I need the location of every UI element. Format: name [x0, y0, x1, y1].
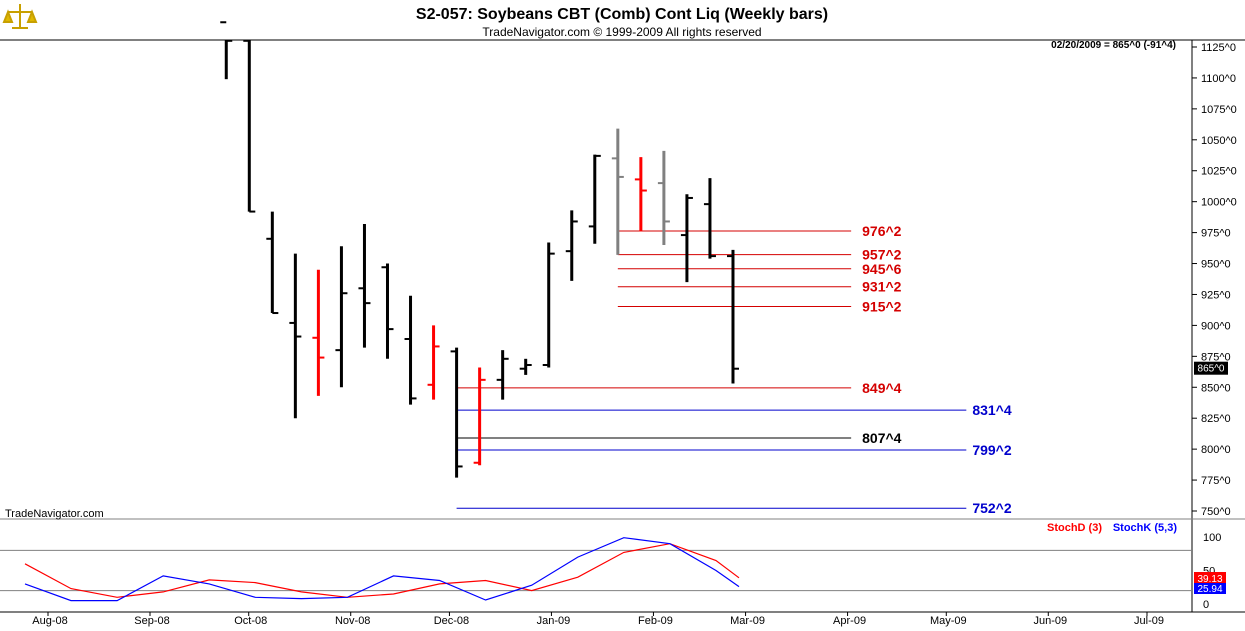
level-label: 931^2	[862, 279, 902, 295]
ohlc-bar	[588, 154, 601, 244]
ohlc-bar	[657, 150, 670, 245]
level-label: 957^2	[862, 247, 902, 263]
last-price-label: 865^0	[1198, 364, 1225, 375]
ohlc-bar	[335, 246, 348, 388]
stoch-k-legend: StochK (5,3)	[1113, 522, 1178, 534]
price-tick-label: 750^0	[1201, 506, 1231, 518]
stochastic-lines	[24, 537, 740, 602]
price-tick-label: 1125^0	[1201, 42, 1236, 54]
stoch-k-line	[24, 537, 740, 602]
stoch-d-legend: StochD (3)	[1047, 522, 1102, 534]
chart-subtitle: TradeNavigator.com © 1999-2009 All right…	[482, 25, 761, 39]
ohlc-bar	[519, 358, 532, 375]
chart-title: S2-057: Soybeans CBT (Comb) Cont Liq (We…	[416, 6, 828, 23]
price-tick-label: 800^0	[1201, 444, 1231, 456]
ohlc-bar	[703, 178, 716, 259]
level-label: 752^2	[972, 500, 1012, 516]
time-tick-label: Sep-08	[134, 615, 169, 627]
price-tick-label: 1000^0	[1201, 197, 1237, 209]
time-tick-label: Jan-09	[537, 615, 571, 627]
time-tick-label: Mar-09	[730, 615, 765, 627]
price-axis: 1125^0 1100^0 1075^0 1050^0 1025^0 1000^0 975^…	[1192, 42, 1237, 518]
price-tick-label: 1025^0	[1201, 166, 1237, 178]
ohlc-bar	[542, 242, 555, 368]
time-axis: Aug-08 Sep-08 Oct-08 Nov-08 Dec-08 Jan-09 Feb-…	[32, 612, 1164, 627]
ohlc-bar	[496, 350, 509, 400]
level-label: 945^6	[862, 261, 902, 277]
ohlc-bar	[404, 295, 417, 405]
price-tick-label: 1050^0	[1201, 135, 1237, 147]
price-tick-label: 950^0	[1201, 259, 1231, 271]
ohlc-bar	[266, 211, 279, 315]
level-label: 807^4	[862, 430, 902, 446]
logo-icon	[2, 3, 38, 33]
time-tick-label: Feb-09	[638, 615, 673, 627]
price-tick-label: 825^0	[1201, 413, 1231, 425]
ohlc-bar	[289, 253, 302, 419]
level-label: 831^4	[972, 402, 1012, 418]
time-tick-label: Jul-09	[1134, 615, 1164, 627]
time-tick-label: Jun-09	[1033, 615, 1067, 627]
price-tick-label: 1075^0	[1201, 104, 1237, 116]
time-tick-label: Apr-09	[833, 615, 866, 627]
level-label: 915^2	[862, 299, 902, 315]
ohlc-bar	[450, 347, 463, 478]
ohlc-bar	[634, 157, 647, 232]
level-label: 799^2	[972, 442, 1012, 458]
time-tick-label: Aug-08	[32, 615, 67, 627]
level-label: 976^2	[862, 223, 902, 239]
ohlc-bar	[565, 210, 578, 281]
ohlc-bar	[381, 263, 394, 359]
time-tick-label: Oct-08	[234, 615, 267, 627]
time-tick-label: Dec-08	[434, 615, 469, 627]
price-tick-label: 875^0	[1201, 351, 1231, 363]
ohlc-bar	[680, 194, 693, 283]
ohlc-bars	[220, 21, 739, 478]
ohlc-bar	[726, 249, 739, 384]
watermark-text: TradeNavigator.com	[5, 508, 104, 520]
price-tick-label: 975^0	[1201, 228, 1231, 240]
ohlc-bar	[427, 325, 440, 400]
time-tick-label: Nov-08	[335, 615, 370, 627]
price-tick-label: 1100^0	[1201, 73, 1236, 85]
stoch-last-values: 39.13 25.94	[1194, 572, 1226, 595]
stoch-d-line	[24, 543, 740, 598]
last-price-marker: 865^0	[1194, 361, 1228, 375]
price-tick-label: 850^0	[1201, 382, 1231, 394]
price-readout: 02/20/2009 = 865^0 (-91^4)	[1051, 40, 1176, 51]
ohlc-bar	[312, 269, 325, 396]
stoch-tick-label: 100	[1203, 532, 1221, 544]
ohlc-bar	[473, 367, 486, 466]
ohlc-bar	[358, 223, 371, 348]
time-tick-label: May-09	[930, 615, 967, 627]
price-tick-label: 900^0	[1201, 320, 1231, 332]
ohlc-bar	[611, 128, 624, 255]
stoch-k-last: 25.94	[1197, 584, 1222, 595]
price-tick-label: 925^0	[1201, 289, 1231, 301]
stoch-tick-label: 0	[1203, 599, 1209, 611]
ohlc-bar	[220, 21, 233, 80]
price-tick-label: 775^0	[1201, 475, 1231, 487]
stoch-d-last: 39.13	[1197, 574, 1222, 585]
level-label: 849^4	[862, 380, 902, 396]
ohlc-bar	[243, 39, 256, 213]
